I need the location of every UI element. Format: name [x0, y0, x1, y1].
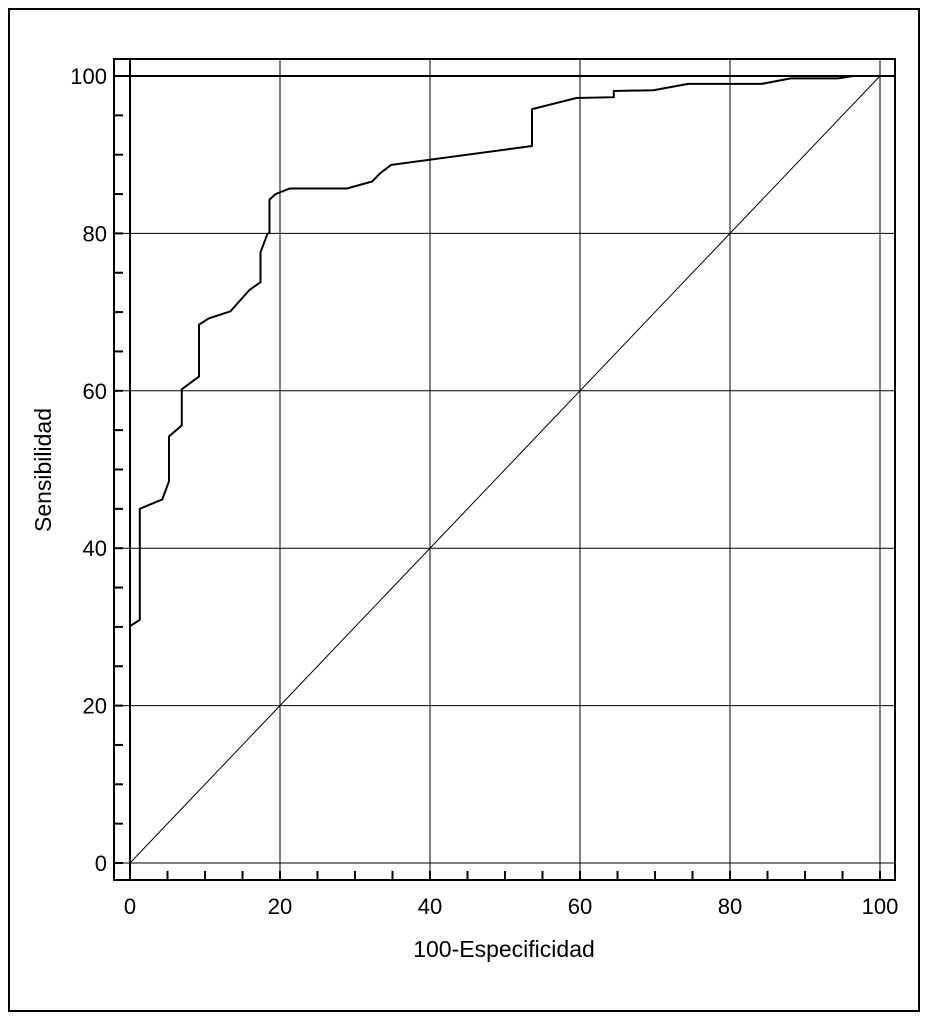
series-lines: [129, 75, 881, 864]
y-tick-label: 20: [83, 694, 107, 719]
y-tick-label: 100: [70, 64, 107, 89]
x-tick-label: 60: [568, 894, 592, 919]
plot-border: [113, 58, 896, 881]
x-axis-title: 100-Especificidad: [413, 936, 595, 962]
x-tick-label: 100: [862, 894, 899, 919]
grid-lines: [114, 59, 895, 880]
x-tick-label: 80: [718, 894, 742, 919]
x-tick-label: 20: [268, 894, 292, 919]
x-tick-label: 40: [418, 894, 442, 919]
reference-diagonal: [129, 75, 881, 864]
tick-labels: 0 20 40 60 80 100 0 20 40 60 80 100: [70, 64, 898, 919]
axis-ticks: [114, 75, 881, 880]
y-tick-label: 40: [83, 536, 107, 561]
x-tick-label: 0: [124, 894, 136, 919]
chart-frame: [8, 8, 920, 1012]
y-axis-title: Sensibilidad: [30, 408, 56, 532]
y-tick-label: 0: [95, 851, 107, 876]
roc-curve: [129, 75, 880, 863]
y-tick-label: 80: [83, 221, 107, 246]
y-tick-label: 60: [83, 379, 107, 404]
